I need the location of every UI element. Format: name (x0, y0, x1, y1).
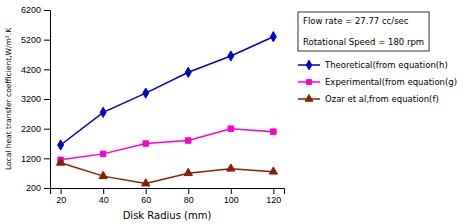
x-tick-mark (231, 188, 232, 194)
y-tick: 200 (26, 183, 50, 193)
y-tick-mark (44, 129, 50, 130)
x-tick-label: 40 (99, 195, 109, 205)
y-tick-label: 6200 (21, 5, 41, 15)
x-tick-mark (273, 188, 274, 194)
x-tick-label: 120 (266, 195, 281, 205)
legend-item: Theoretical(from equation(h) (298, 60, 448, 70)
annotation-box (298, 12, 429, 51)
y-axis-line (44, 11, 51, 189)
y-axis: 200 1200 2200 3200 4200 5200 6200 (21, 5, 51, 193)
y-tick-mark (44, 69, 50, 70)
x-tick: 40 (99, 188, 109, 205)
legend-label: Ozar et al,from equation(f) (325, 94, 439, 104)
legend-label: Theoretical(from equation(h) (324, 60, 448, 70)
series-line (61, 129, 274, 160)
y-tick-label: 200 (26, 183, 41, 193)
plot: 20 40 60 80 100 120 200 1200 2200 3200 4200 5200 620… (21, 5, 285, 205)
series-point (227, 164, 235, 171)
series-point (269, 167, 277, 174)
y-tick-mark (44, 158, 50, 159)
y-tick: 6200 (21, 5, 50, 15)
x-tick-label: 100 (224, 195, 239, 205)
y-tick: 4200 (21, 65, 50, 75)
y-tick-label: 4200 (21, 65, 41, 75)
x-tick-mark (61, 188, 62, 194)
legend-marker (306, 79, 311, 84)
legend: Theoretical(from equation(h) Experimental… (298, 60, 457, 104)
series-point (100, 151, 105, 156)
series-point (56, 158, 64, 165)
series-point (100, 107, 106, 117)
annotation: Flow rate = 27.77 cc/secRotational Speed… (298, 12, 429, 51)
y-tick: 1200 (21, 154, 50, 164)
series-point (228, 126, 233, 131)
x-tick: 80 (184, 188, 194, 205)
y-tick-mark (44, 10, 50, 11)
annotation-text: Flow rate = 27.77 cc/secRotational Speed… (303, 16, 424, 47)
y-tick-label: 5200 (21, 35, 41, 45)
series-point (270, 32, 276, 42)
x-tick: 20 (56, 188, 66, 205)
y-axis-title: Local heat transfer coefficient,W/m².K (4, 27, 13, 170)
y-tick-mark (44, 99, 50, 100)
series-point (185, 67, 191, 77)
x-tick-mark (103, 188, 104, 194)
y-tick-label: 3200 (21, 94, 41, 104)
y-tick: 3200 (21, 94, 50, 104)
y-tick: 2200 (21, 124, 50, 134)
x-tick: 60 (141, 188, 151, 205)
series-point (143, 141, 148, 146)
y-tick-label: 1200 (21, 154, 41, 164)
series-point (271, 129, 276, 134)
x-tick-mark (188, 188, 189, 194)
x-tick: 120 (266, 188, 281, 205)
y-tick-mark (44, 40, 50, 41)
x-tick-label: 20 (56, 195, 66, 205)
x-tick-label: 60 (141, 195, 151, 205)
x-tick: 100 (224, 188, 239, 205)
series-line (61, 163, 274, 184)
x-axis-title: Disk Radius (mm) (123, 210, 212, 221)
series-point (143, 88, 149, 98)
x-tick-mark (146, 188, 147, 194)
x-tick-label: 80 (184, 195, 194, 205)
series-point (58, 140, 64, 150)
legend-item: Experimental(from equation(g) (298, 77, 457, 87)
marks (56, 32, 277, 186)
legend-item: Ozar et al,from equation(f) (298, 94, 439, 104)
legend-marker (305, 95, 313, 102)
legend-marker (306, 60, 311, 69)
y-tick-label: 2200 (21, 124, 41, 134)
chart: 20 40 60 80 100 120 200 1200 2200 3200 4200 5200 620… (0, 0, 474, 224)
y-tick-mark (44, 188, 50, 189)
series-point (142, 179, 150, 186)
series-point (184, 168, 192, 175)
legend-label: Experimental(from equation(g) (325, 77, 457, 87)
x-axis-line (51, 189, 285, 195)
series-point (228, 51, 234, 61)
series-point (186, 138, 191, 143)
y-tick: 5200 (21, 35, 50, 45)
series-point (99, 171, 107, 178)
x-axis: 20 40 60 80 100 120 (51, 188, 285, 205)
